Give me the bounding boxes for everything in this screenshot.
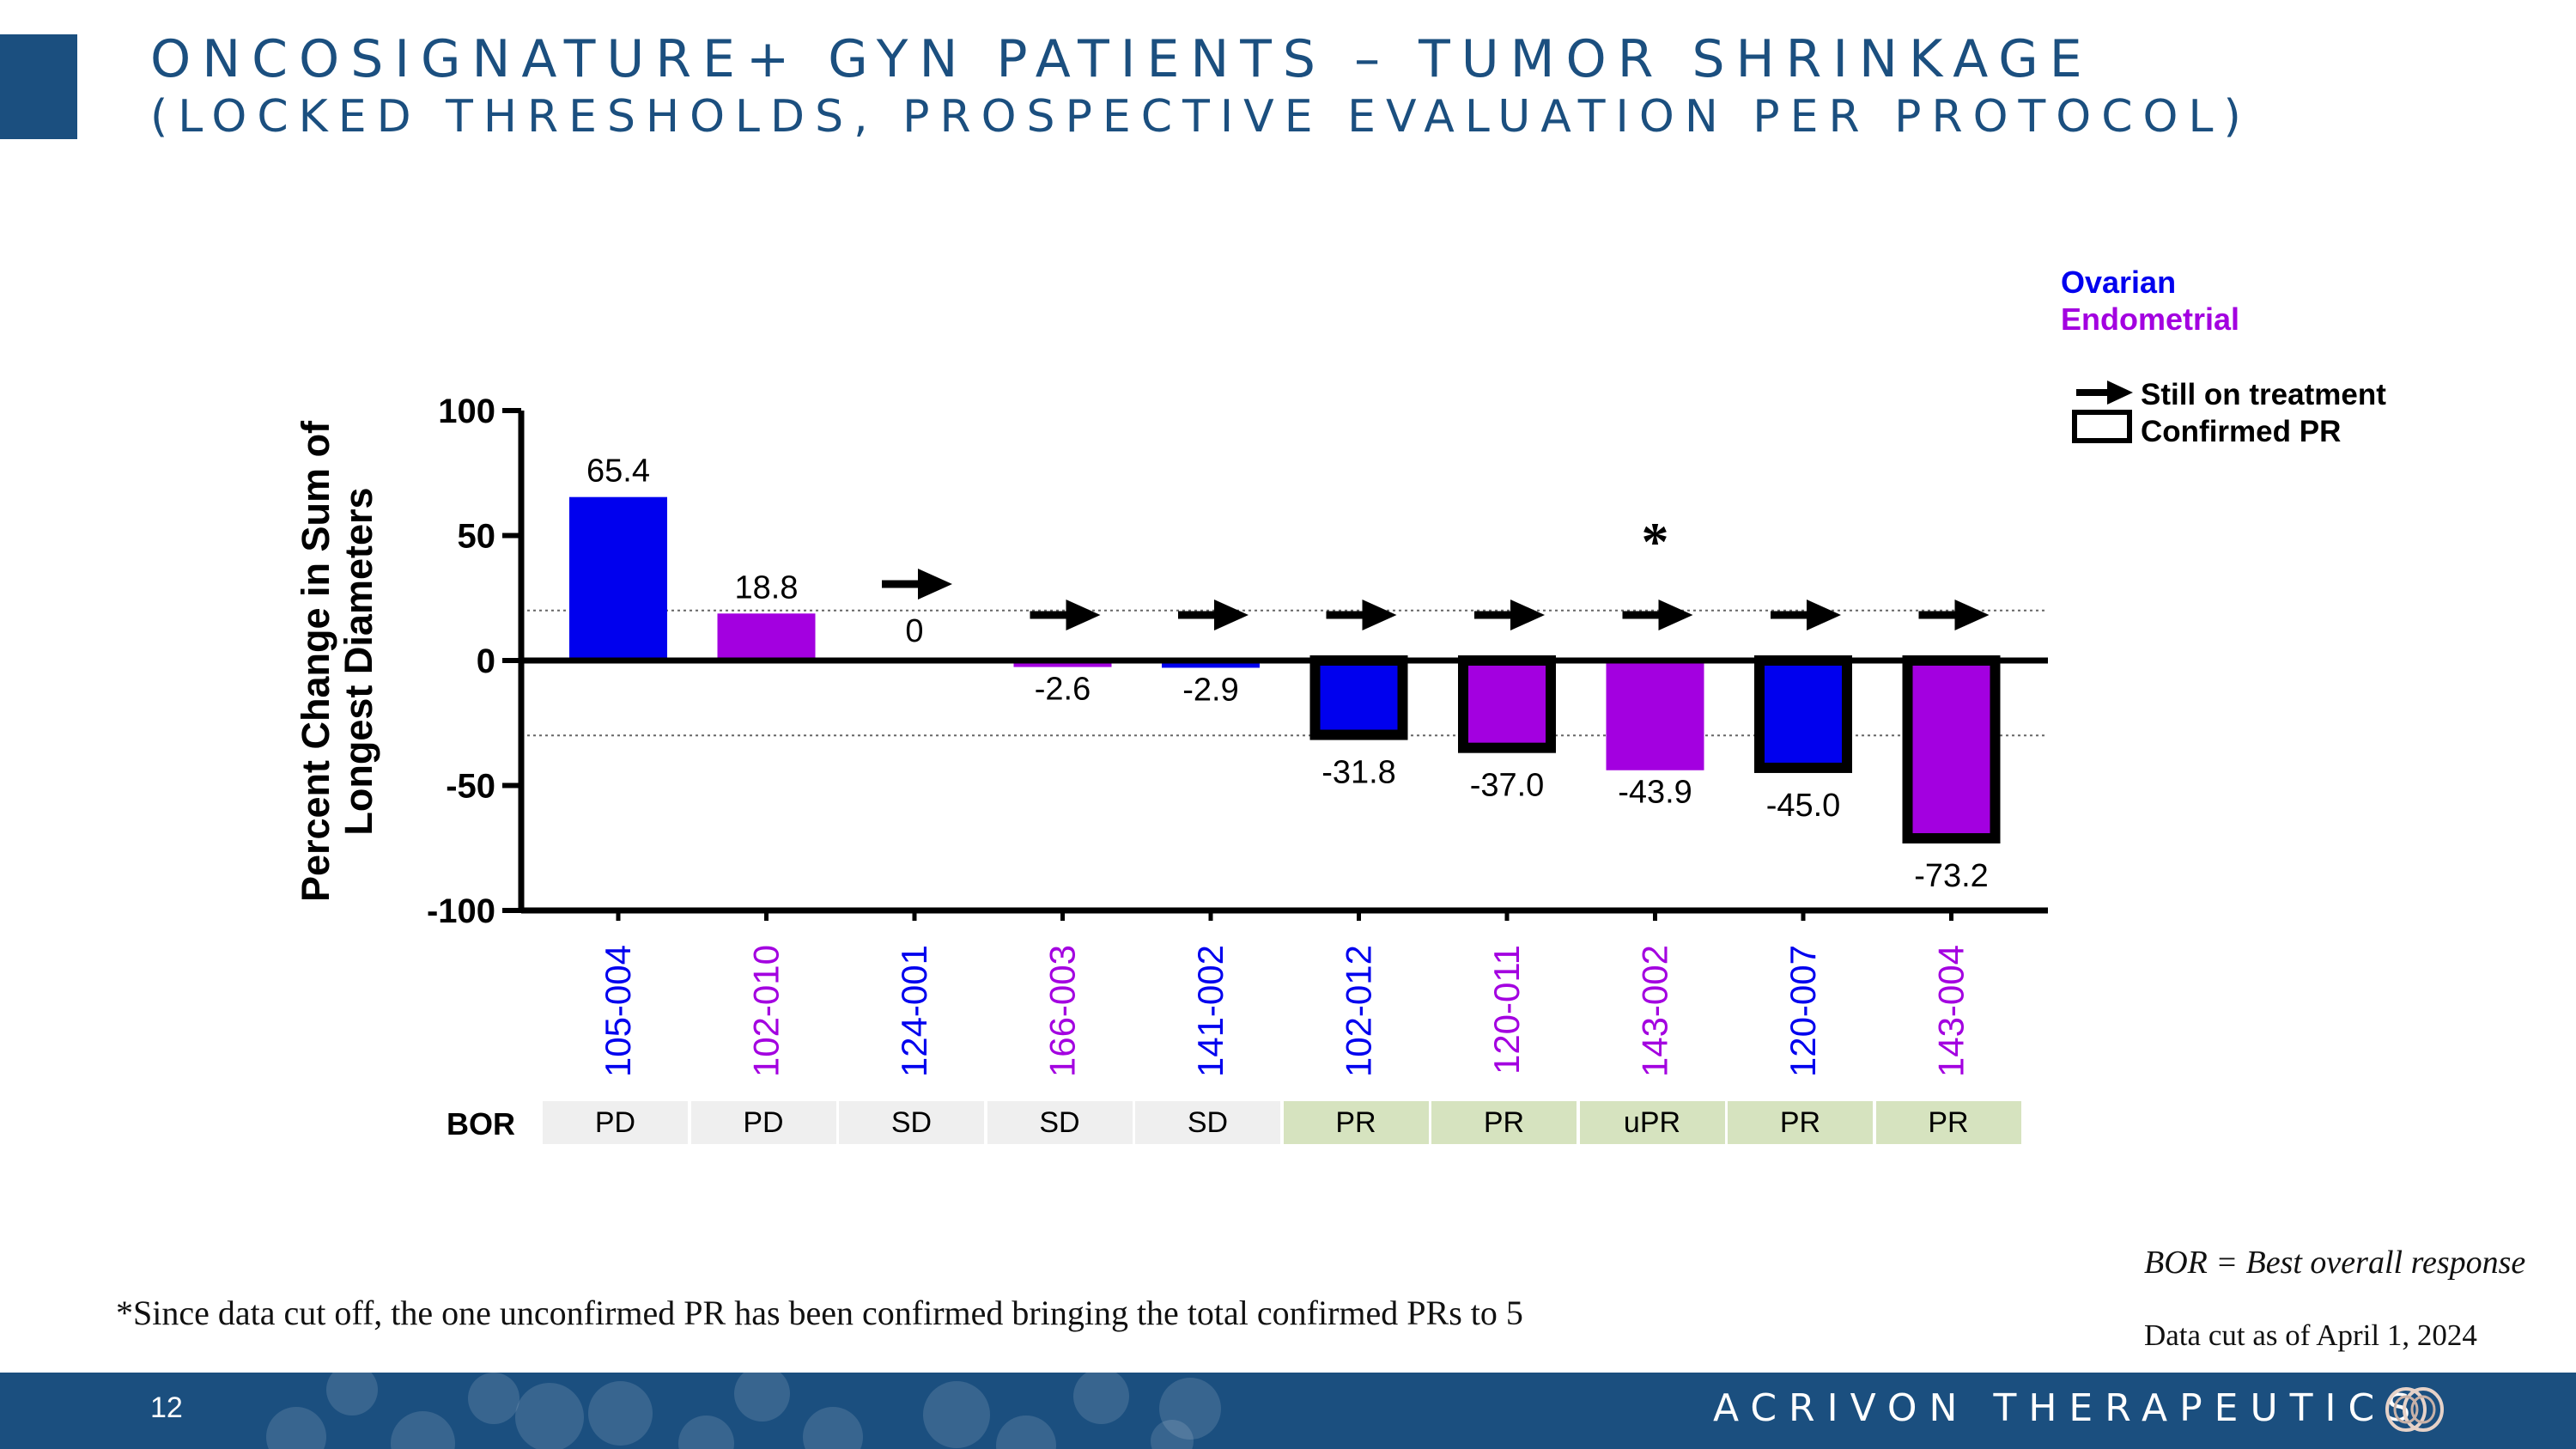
- footnote: *Since data cut off, the one unconfirmed…: [116, 1294, 1523, 1332]
- bor-cell: SD: [987, 1101, 1133, 1144]
- bor-cell: uPR: [1579, 1101, 1725, 1144]
- bor-cell: PR: [1875, 1101, 2021, 1144]
- bor-cell: PD: [543, 1101, 688, 1144]
- bar-166-003: [1013, 661, 1112, 667]
- still-on-treatment-arrow-icon: [882, 569, 952, 600]
- bor-cell: PR: [1728, 1101, 1873, 1144]
- bor-label: BOR: [447, 1106, 515, 1142]
- page-title: ONCOSIGNATURE+ GYN PATIENTS – TUMOR SHRI…: [150, 29, 2093, 89]
- brand-name: ACRIVON THERAPEUTICS: [1713, 1386, 2423, 1430]
- value-label: -73.2: [1914, 858, 1989, 894]
- still-on-treatment-arrow-icon: [1474, 600, 1545, 630]
- x-category-label: 105-004: [598, 945, 638, 1077]
- still-on-treatment-arrow-icon: [1622, 600, 1693, 630]
- asterisk-marker: *: [1642, 511, 1669, 572]
- value-label: -45.0: [1766, 788, 1841, 824]
- bar-102-010: [717, 613, 816, 661]
- y-tick-label: 0: [477, 642, 495, 680]
- value-label: 65.4: [586, 454, 650, 490]
- y-tick-label: -50: [446, 768, 495, 806]
- legend-still-on-treatment: Still on treatment: [2141, 378, 2386, 411]
- x-category-label: 120-007: [1783, 945, 1823, 1077]
- bor-cell: SD: [839, 1101, 984, 1144]
- bar-120-007: [1754, 655, 1852, 773]
- bor-cell: PR: [1283, 1101, 1429, 1144]
- bor-cell: PR: [1431, 1101, 1577, 1144]
- waterfall-chart: 100 50 0 -50 -100 Percent Change in Sum ofLon…: [294, 393, 2048, 1077]
- y-axis-title: Percent Change in Sum ofLongest Diameter…: [294, 420, 380, 902]
- y-tick-label: 50: [458, 518, 496, 556]
- bar-143-002: [1606, 661, 1704, 770]
- value-label: -31.8: [1321, 755, 1396, 791]
- page-number: 12: [150, 1391, 183, 1424]
- footer-bar: 12 ACRIVON THERAPEUTICS: [0, 1373, 2576, 1449]
- data-cut-date: Data cut as of April 1, 2024: [2144, 1318, 2477, 1352]
- x-category-label: 102-010: [746, 945, 787, 1077]
- x-category-label: 166-003: [1042, 945, 1083, 1077]
- still-on-treatment-arrow-icon: [1030, 600, 1101, 630]
- arrow-icon: [2076, 381, 2133, 405]
- bor-cell: SD: [1135, 1101, 1280, 1144]
- value-label: -43.9: [1618, 775, 1692, 811]
- legend-symbols: [2072, 381, 2133, 443]
- value-label: -2.9: [1182, 672, 1238, 708]
- company-logo-icon: [2385, 1387, 2444, 1432]
- legend-ovarian: Ovarian: [2061, 265, 2177, 300]
- value-label: -2.6: [1035, 672, 1091, 708]
- bar-120-011: [1458, 655, 1556, 753]
- accent-square: [0, 34, 77, 139]
- still-on-treatment-arrow-icon: [1771, 600, 1841, 630]
- x-category-label: 124-001: [894, 945, 934, 1077]
- bor-definition: BOR = Best overall response: [2144, 1245, 2526, 1281]
- x-category-label: 120-011: [1486, 945, 1527, 1075]
- confirmed-pr-box-icon: [2072, 410, 2132, 443]
- x-category-label: 141-002: [1190, 945, 1230, 1077]
- still-on-treatment-arrow-icon: [1326, 600, 1397, 630]
- bor-cell: PD: [690, 1101, 836, 1144]
- bar-141-002: [1162, 661, 1260, 668]
- bar-143-004: [1902, 655, 2001, 844]
- bar-105-004: [569, 496, 667, 661]
- value-label: -37.0: [1470, 768, 1545, 804]
- bar-102-012: [1309, 655, 1408, 740]
- x-category-label: 102-012: [1339, 945, 1379, 1077]
- x-category-label: 143-004: [1931, 945, 1971, 1077]
- still-on-treatment-arrow-icon: [1918, 600, 1990, 630]
- y-tick-label: 100: [438, 393, 495, 430]
- page-subtitle: (LOCKED THRESHOLDS, PROSPECTIVE EVALUATI…: [150, 91, 2251, 143]
- x-category-label: 143-002: [1635, 945, 1675, 1077]
- still-on-treatment-arrow-icon: [1178, 600, 1249, 630]
- value-label: 18.8: [735, 569, 799, 606]
- legend-endometrial: Endometrial: [2061, 301, 2240, 337]
- value-label: 0: [905, 613, 923, 649]
- legend-confirmed-pr: Confirmed PR: [2141, 415, 2342, 448]
- y-tick-label: -100: [427, 892, 495, 930]
